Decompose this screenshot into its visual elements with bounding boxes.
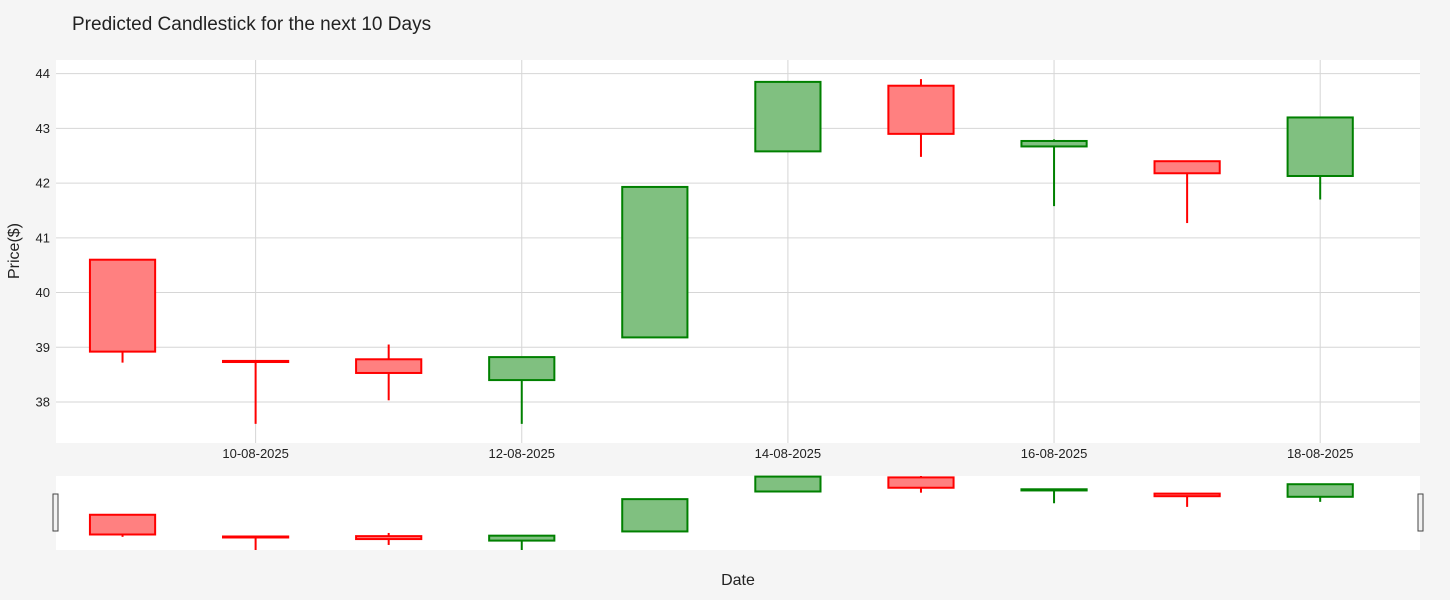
candle-increasing[interactable] bbox=[1286, 116, 1354, 200]
y-tick-label: 39 bbox=[36, 340, 50, 355]
candle-decreasing[interactable] bbox=[88, 258, 157, 363]
slider-candle-body bbox=[1020, 488, 1088, 492]
slider-candle-body bbox=[1286, 483, 1354, 498]
x-tick-label: 18-08-2025 bbox=[1287, 446, 1354, 461]
y-axis-label: Price($) bbox=[6, 223, 23, 279]
slider-candle bbox=[1153, 492, 1221, 507]
candle-decreasing[interactable] bbox=[355, 344, 423, 401]
x-tick-label: 12-08-2025 bbox=[489, 446, 556, 461]
slider-candle-body bbox=[1153, 492, 1221, 498]
slider-candle bbox=[1286, 483, 1354, 502]
range-slider[interactable] bbox=[56, 476, 1420, 550]
slider-candle bbox=[355, 532, 423, 545]
y-tick-label: 44 bbox=[36, 66, 50, 81]
candle-increasing[interactable] bbox=[1020, 139, 1088, 207]
y-tick-label: 43 bbox=[36, 121, 50, 136]
candle-body bbox=[1153, 160, 1221, 175]
plot-area bbox=[56, 60, 1420, 443]
x-axis-label: Date bbox=[721, 572, 755, 589]
candle-body bbox=[222, 359, 290, 364]
slider-candle bbox=[754, 475, 822, 493]
candle-increasing[interactable] bbox=[488, 356, 556, 424]
candles bbox=[88, 79, 1354, 424]
x-tick-label: 10-08-2025 bbox=[222, 446, 289, 461]
range-slider-right-handle[interactable] bbox=[1417, 493, 1424, 532]
range-slider-candles bbox=[88, 475, 1354, 550]
slider-candle-body bbox=[222, 535, 290, 539]
candle-increasing[interactable] bbox=[754, 80, 822, 153]
candle-decreasing[interactable] bbox=[222, 359, 290, 424]
x-tick-label: 16-08-2025 bbox=[1021, 446, 1088, 461]
candle-decreasing[interactable] bbox=[887, 79, 955, 157]
candle-body bbox=[355, 358, 423, 374]
y-axis-ticks: 38 39 40 41 42 43 44 bbox=[36, 66, 50, 409]
slider-candle bbox=[1020, 488, 1088, 504]
slider-candle bbox=[88, 513, 157, 537]
range-slider-left-handle[interactable] bbox=[52, 493, 59, 532]
y-tick-label: 40 bbox=[36, 285, 50, 300]
slider-candle-body bbox=[355, 535, 423, 541]
slider-candle-body bbox=[621, 498, 689, 533]
slider-candle-body bbox=[488, 534, 556, 542]
slider-candle bbox=[887, 476, 955, 493]
candle-body bbox=[488, 356, 556, 382]
y-tick-label: 38 bbox=[36, 394, 50, 409]
slider-candle bbox=[222, 535, 290, 550]
slider-candle-body bbox=[887, 476, 955, 489]
candle-body bbox=[1020, 139, 1088, 148]
slider-candle bbox=[621, 498, 689, 533]
slider-candle-body bbox=[754, 475, 822, 493]
slider-candle-body bbox=[88, 513, 157, 536]
candle-body bbox=[1286, 116, 1354, 177]
candle-body bbox=[88, 258, 157, 353]
slider-candle bbox=[488, 534, 556, 550]
chart-title: Predicted Candlestick for the next 10 Da… bbox=[72, 14, 431, 35]
candle-body bbox=[621, 185, 689, 339]
candle-decreasing[interactable] bbox=[1153, 160, 1221, 224]
candle-body bbox=[754, 80, 822, 153]
x-tick-label: 14-08-2025 bbox=[755, 446, 822, 461]
x-axis-ticks: 10-08-2025 12-08-2025 14-08-2025 16-08-2025… bbox=[222, 446, 1353, 461]
candle-increasing[interactable] bbox=[621, 185, 689, 339]
candle-body bbox=[887, 84, 955, 135]
y-tick-label: 42 bbox=[36, 176, 50, 191]
y-tick-label: 41 bbox=[36, 230, 50, 245]
